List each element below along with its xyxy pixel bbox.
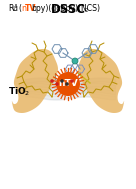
Polygon shape: [78, 49, 124, 113]
Circle shape: [60, 79, 64, 83]
Text: bpy)(dcbpy)(NCS): bpy)(dcbpy)(NCS): [31, 4, 100, 13]
Text: DSSC: DSSC: [50, 3, 86, 16]
Circle shape: [70, 79, 74, 83]
Circle shape: [50, 79, 54, 83]
Text: TiO$_2$: TiO$_2$: [8, 86, 30, 98]
Circle shape: [72, 58, 78, 64]
Text: 2: 2: [84, 9, 88, 13]
Text: TV: TV: [25, 4, 36, 13]
Text: Ru: Ru: [8, 4, 18, 13]
Text: nTV: nTV: [58, 79, 78, 88]
Text: II: II: [15, 5, 18, 9]
Polygon shape: [12, 49, 58, 113]
Text: n: n: [21, 4, 27, 13]
Circle shape: [65, 82, 69, 86]
Circle shape: [55, 82, 59, 86]
Text: (: (: [18, 4, 21, 13]
Circle shape: [56, 72, 80, 96]
